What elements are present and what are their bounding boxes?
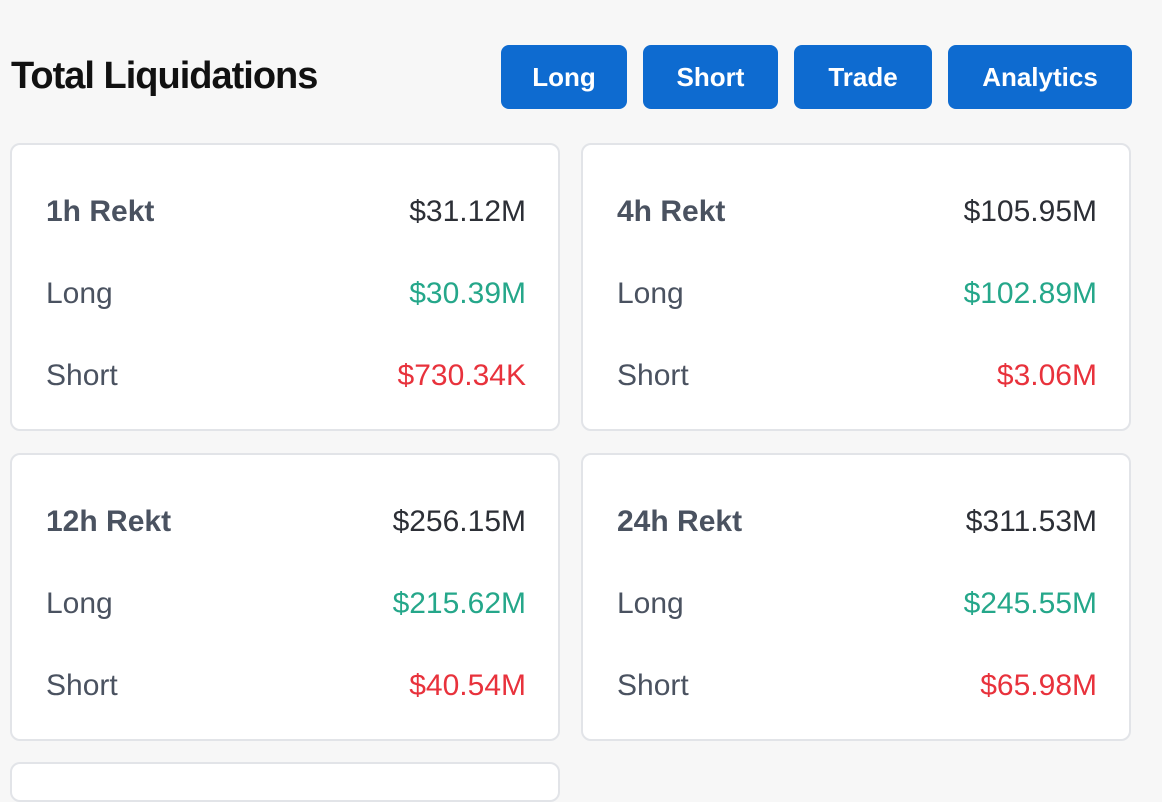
short-value: $40.54M xyxy=(409,669,526,702)
long-button[interactable]: Long xyxy=(501,45,627,109)
short-row: Short $3.06M xyxy=(617,356,1097,396)
short-row: Short $65.98M xyxy=(617,666,1097,706)
rekt-total-value: $256.15M xyxy=(392,505,526,538)
liquidation-card-12h: 12h Rekt $256.15M Long $215.62M Short $4… xyxy=(10,453,560,741)
trade-button[interactable]: Trade xyxy=(794,45,932,109)
analytics-button[interactable]: Analytics xyxy=(948,45,1132,109)
short-button[interactable]: Short xyxy=(643,45,778,109)
rekt-row: 1h Rekt $31.12M xyxy=(46,192,526,232)
long-row: Long $215.62M xyxy=(46,584,526,624)
rekt-total-value: $105.95M xyxy=(963,195,1097,228)
long-row: Long $102.89M xyxy=(617,274,1097,314)
short-label: Short xyxy=(617,669,689,702)
short-value: $65.98M xyxy=(980,669,1097,702)
page-title: Total Liquidations xyxy=(11,55,318,97)
rekt-label: 4h Rekt xyxy=(617,195,726,228)
rekt-label: 24h Rekt xyxy=(617,505,743,538)
short-value: $3.06M xyxy=(996,359,1097,392)
rekt-label: 12h Rekt xyxy=(46,505,172,538)
liquidation-card-4h: 4h Rekt $105.95M Long $102.89M Short $3.… xyxy=(581,143,1131,431)
long-value: $215.62M xyxy=(392,587,526,620)
rekt-row: 4h Rekt $105.95M xyxy=(617,192,1097,232)
short-label: Short xyxy=(617,359,689,392)
long-label: Long xyxy=(46,277,113,310)
short-value: $730.34K xyxy=(397,359,526,392)
long-value: $102.89M xyxy=(963,277,1097,310)
rekt-row: 24h Rekt $311.53M xyxy=(617,502,1097,542)
long-label: Long xyxy=(46,587,113,620)
rekt-total-value: $311.53M xyxy=(965,505,1097,538)
short-label: Short xyxy=(46,359,118,392)
long-value: $30.39M xyxy=(409,277,526,310)
liquidation-card-24h: 24h Rekt $311.53M Long $245.55M Short $6… xyxy=(581,453,1131,741)
liquidation-card-1h: 1h Rekt $31.12M Long $30.39M Short $730.… xyxy=(10,143,560,431)
long-label: Long xyxy=(617,277,684,310)
rekt-label: 1h Rekt xyxy=(46,195,155,228)
long-label: Long xyxy=(617,587,684,620)
rekt-total-value: $31.12M xyxy=(409,195,526,228)
rekt-row: 12h Rekt $256.15M xyxy=(46,502,526,542)
short-label: Short xyxy=(46,669,118,702)
long-row: Long $245.55M xyxy=(617,584,1097,624)
liquidation-card-partial xyxy=(10,762,560,802)
short-row: Short $730.34K xyxy=(46,356,526,396)
short-row: Short $40.54M xyxy=(46,666,526,706)
long-value: $245.55M xyxy=(963,587,1097,620)
page-header: Total Liquidations Long Short Trade Anal… xyxy=(0,0,1162,140)
long-row: Long $30.39M xyxy=(46,274,526,314)
